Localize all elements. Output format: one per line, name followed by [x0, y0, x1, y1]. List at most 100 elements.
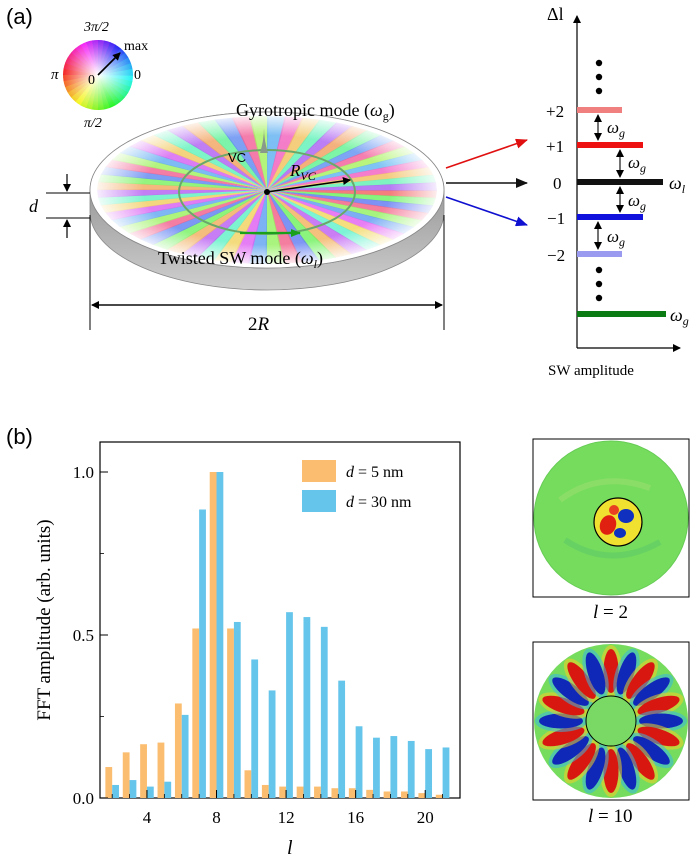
- bar-d5nm-l15: [331, 788, 339, 798]
- level-bar-gyro: [577, 311, 666, 317]
- bar-d30nm-l15: [338, 680, 346, 798]
- spacing-label-1: ωg: [607, 118, 625, 140]
- bar-d5nm-l4: [140, 744, 147, 798]
- x-axis-label: l: [287, 837, 293, 859]
- bar-d5nm-l9: [227, 628, 234, 798]
- legend-swatch-30nm: [302, 490, 336, 512]
- level-label-zero: 0: [553, 174, 562, 193]
- panel-b-label: (b): [6, 424, 33, 449]
- x-tick-label-16: 16: [347, 808, 364, 827]
- spacing-label-2: ωg: [628, 153, 646, 175]
- ellipsis-bottom: [595, 266, 603, 302]
- x-tick-label-4: 4: [143, 808, 152, 827]
- y-tick-label-0.5: 0.5: [73, 626, 94, 645]
- bar-d30nm-l20: [425, 749, 433, 798]
- level-label-minus2: −2: [547, 246, 565, 265]
- vc-label: VC: [228, 150, 246, 165]
- bar-d5nm-l19: [401, 791, 408, 798]
- bar-d30nm-l18: [390, 736, 398, 798]
- bar-d30nm-l8: [216, 472, 224, 798]
- bar-d30nm-l6: [181, 714, 189, 798]
- bar-d5nm-l11: [261, 784, 269, 798]
- level-label-minus1: −1: [547, 209, 565, 228]
- spectrum-y-label: Δl: [547, 4, 564, 24]
- panel-a-label: (a): [6, 4, 33, 29]
- bar-d30nm-l16: [355, 726, 363, 798]
- x-tick-label-20: 20: [417, 808, 434, 827]
- bar-d5nm-l3: [122, 752, 130, 798]
- legend-swatch-5nm: [302, 460, 336, 482]
- wheel-label-bottom: π/2: [84, 116, 102, 131]
- x-tick-label-12: 12: [278, 808, 295, 827]
- fft-bar-chart: 4 8 12 16 20 0.0 0.5 1.0 l FFT amplitude (arb. …: [34, 438, 690, 859]
- bar-d5nm-l20: [418, 793, 426, 798]
- y-tick-label-1.0: 1.0: [73, 463, 94, 482]
- x-tick-label-8: 8: [212, 808, 221, 827]
- diameter-marker: [89, 215, 445, 330]
- bar-d30nm-l17: [373, 737, 380, 798]
- gyro-mode-label: Gyrotropic mode (ωg): [236, 100, 395, 123]
- bar-d5nm-l16: [348, 788, 356, 798]
- bar-d5nm-l17: [366, 789, 374, 798]
- y-tick-label-0.0: 0.0: [73, 789, 94, 808]
- bar-d5nm-l6: [174, 703, 182, 798]
- wheel-label-top: 3π/2: [83, 20, 109, 35]
- level-bar-plus2: [577, 107, 622, 113]
- rvc-label: RVC: [289, 161, 317, 183]
- wheel-label-max: max: [124, 39, 148, 54]
- wheel-label-center: 0: [88, 73, 95, 88]
- spacing-label-3: ωg: [628, 191, 646, 213]
- arrow-down-blue: [445, 196, 528, 227]
- legend-label-30nm: d = 30 nm: [346, 494, 412, 511]
- bar-d30nm-l3: [129, 780, 137, 798]
- thickness-label: d: [29, 196, 39, 216]
- arrow-up-red: [445, 138, 528, 169]
- level-bar-zero: [577, 179, 663, 185]
- bar-d5nm-l5: [157, 742, 165, 798]
- level-label-plus1: +1: [546, 137, 564, 156]
- wheel-label-left: π: [51, 67, 59, 83]
- rvc-arrow: [266, 177, 351, 193]
- mode-label-l2: l = 2: [593, 602, 628, 623]
- bar-d30nm-l9: [233, 621, 241, 798]
- level-bar-plus1: [577, 142, 643, 148]
- spacing-label-4: ωg: [607, 227, 625, 249]
- thickness-marker: [46, 174, 90, 238]
- bar-d5nm-l12: [279, 786, 287, 798]
- bar-d30nm-l14: [320, 626, 328, 798]
- legend-label-5nm: d = 5 nm: [346, 464, 404, 481]
- bar-d30nm-l7: [199, 509, 206, 798]
- phase-color-wheel: [63, 39, 133, 111]
- bar-d30nm-l2: [112, 784, 119, 798]
- twisted-mode-label: Twisted SW mode (ωl): [158, 248, 323, 271]
- ellipsis-top: [595, 59, 603, 95]
- bar-d5nm-l10: [244, 770, 252, 798]
- wheel-label-right: 0: [134, 68, 141, 83]
- bar-d30nm-l11: [268, 690, 276, 798]
- bar-d30nm-l19: [407, 740, 415, 798]
- zero-level-omega-label: ωl: [669, 173, 686, 196]
- mode-image-l10: [532, 641, 690, 801]
- bar-d30nm-l5: [164, 781, 172, 798]
- spacing-arrows: [594, 114, 624, 250]
- mode-image-l2: [532, 438, 690, 598]
- bar-d5nm-l13: [296, 786, 304, 798]
- bar-d30nm-l4: [146, 786, 154, 798]
- bar-d5nm-l21: [435, 794, 443, 798]
- bar-d5nm-l18: [383, 791, 391, 798]
- bar-d5nm-l2: [105, 767, 113, 798]
- bar-d5nm-l7: [192, 628, 200, 798]
- bar-d5nm-l8: [209, 472, 217, 798]
- level-label-plus2: +2: [546, 102, 564, 121]
- gyro-level-omega-label: ωg: [670, 305, 689, 328]
- level-bar-minus1: [577, 214, 643, 220]
- spectrum-x-label: SW amplitude: [548, 363, 634, 379]
- diameter-label: 2R: [248, 314, 270, 335]
- bar-d30nm-l12: [286, 612, 293, 798]
- mode-label-l10: l = 10: [588, 806, 633, 827]
- vc-spike: [260, 128, 268, 153]
- bar-d30nm-l10: [251, 659, 259, 798]
- y-axis-label: FFT amplitude (arb. units): [34, 519, 55, 720]
- level-bar-minus2: [577, 251, 622, 257]
- bar-d5nm-l14: [314, 786, 321, 798]
